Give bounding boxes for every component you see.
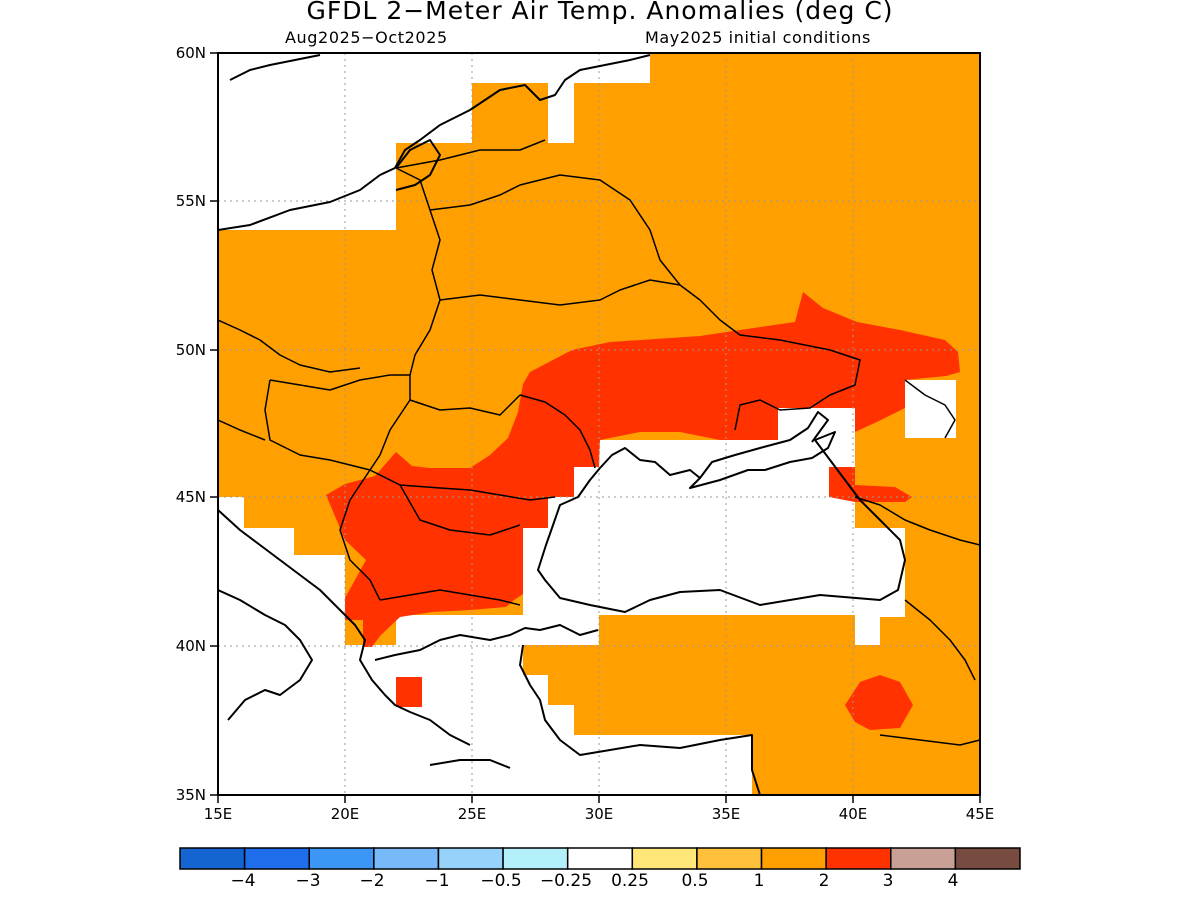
lat-label-45n: 45N bbox=[175, 488, 206, 506]
gulf-of-riga bbox=[395, 139, 441, 191]
anomaly-region-2-3 bbox=[326, 292, 960, 730]
border-turkey-east bbox=[879, 599, 980, 746]
colorbar-swatch bbox=[954, 847, 1021, 870]
colorbar-label: 4 bbox=[947, 871, 959, 891]
border-serbia-bulgaria bbox=[339, 469, 521, 601]
colorbar-swatch bbox=[373, 847, 440, 870]
colorbar-label: 0.25 bbox=[611, 871, 649, 891]
colorbar-label: −0.5 bbox=[480, 871, 522, 891]
colorbar-label: 1 bbox=[753, 871, 765, 891]
colorbar-swatch bbox=[890, 847, 957, 870]
colorbar-label: −1 bbox=[424, 871, 450, 891]
border-caucasus bbox=[854, 496, 980, 546]
red-patch-turkey-east bbox=[845, 675, 913, 730]
colorbar-label: −4 bbox=[230, 871, 256, 891]
anatolia-west-coast bbox=[519, 644, 761, 795]
graticule bbox=[218, 53, 980, 795]
colorbar-swatch bbox=[243, 847, 310, 870]
lat-label-40n: 40N bbox=[175, 637, 206, 655]
border-caspian bbox=[904, 379, 956, 439]
anomaly-field bbox=[218, 53, 980, 795]
lon-label-40e: 40E bbox=[838, 805, 868, 823]
lon-label-35e: 35E bbox=[711, 805, 741, 823]
colorbar-swatch bbox=[437, 847, 504, 870]
colorbar-swatch bbox=[760, 847, 827, 870]
map-title: GFDL 2−Meter Air Temp. Anomalies (deg C) bbox=[306, 0, 894, 25]
no-signal-balkans-adriatic bbox=[218, 497, 752, 795]
lon-label-15e: 15E bbox=[203, 805, 233, 823]
lon-label-30e: 30E bbox=[584, 805, 614, 823]
lon-label-20e: 20E bbox=[330, 805, 360, 823]
border-ukraine-russia bbox=[699, 299, 861, 431]
lat-label-55n: 55N bbox=[175, 192, 206, 210]
colorbar-label: −3 bbox=[295, 871, 321, 891]
border-romania bbox=[369, 394, 556, 501]
colorbar-label: −2 bbox=[359, 871, 385, 891]
red-patch-east-black-sea bbox=[829, 467, 912, 502]
border-bulgaria-south bbox=[379, 589, 521, 606]
lon-label-45e: 45E bbox=[965, 805, 995, 823]
colorbar-swatch bbox=[825, 847, 892, 870]
border-belarus-south bbox=[439, 279, 701, 306]
colorbar-swatch bbox=[631, 847, 698, 870]
country-borders bbox=[218, 139, 980, 746]
sea-of-azov bbox=[699, 411, 829, 479]
colorbar-swatch bbox=[179, 847, 246, 870]
lat-label-50n: 50N bbox=[175, 341, 206, 359]
colorbar-swatch bbox=[696, 847, 763, 870]
no-signal-caspian bbox=[905, 380, 956, 438]
border-czech-austria bbox=[218, 319, 361, 441]
red-band-ukraine-russia bbox=[326, 292, 960, 647]
colorbar-swatch bbox=[566, 847, 634, 870]
black-sea-coast bbox=[537, 431, 906, 613]
no-signal-baltic bbox=[218, 53, 650, 230]
border-poland-east bbox=[395, 167, 441, 376]
baltic-coast bbox=[218, 54, 651, 231]
lat-label-60n: 60N bbox=[175, 44, 206, 62]
colorbar-swatch bbox=[308, 847, 375, 870]
colorbar-label: 3 bbox=[882, 871, 894, 891]
colorbar-label: 0.5 bbox=[681, 871, 709, 891]
colorbar-label: 2 bbox=[818, 871, 830, 891]
colorbar-label: −0.25 bbox=[539, 871, 593, 891]
lon-label-25e: 25E bbox=[457, 805, 487, 823]
aegean-north-coast bbox=[374, 624, 599, 661]
no-signal-baltic-north bbox=[218, 53, 345, 143]
axis-ticks bbox=[210, 52, 981, 803]
border-hungary-slovakia bbox=[264, 374, 411, 471]
crete bbox=[429, 759, 511, 769]
valid-period: Aug2025−Oct2025 bbox=[285, 28, 448, 47]
border-belarus-russia bbox=[519, 174, 681, 286]
italy-east-coast bbox=[218, 589, 313, 721]
no-signal-black-sea bbox=[523, 408, 905, 645]
colorbar bbox=[179, 847, 1021, 870]
lat-label-35n: 35N bbox=[175, 786, 206, 804]
initial-conditions: May2025 initial conditions bbox=[645, 28, 871, 47]
no-signal-areas bbox=[218, 53, 956, 795]
finland-coast bbox=[229, 54, 321, 81]
adriatic-east-coast bbox=[218, 509, 471, 746]
border-baltics bbox=[395, 139, 546, 211]
coastlines bbox=[218, 54, 906, 795]
red-patch-greece bbox=[396, 677, 422, 707]
border-moldova bbox=[519, 394, 596, 469]
colorbar-swatch bbox=[502, 847, 569, 870]
